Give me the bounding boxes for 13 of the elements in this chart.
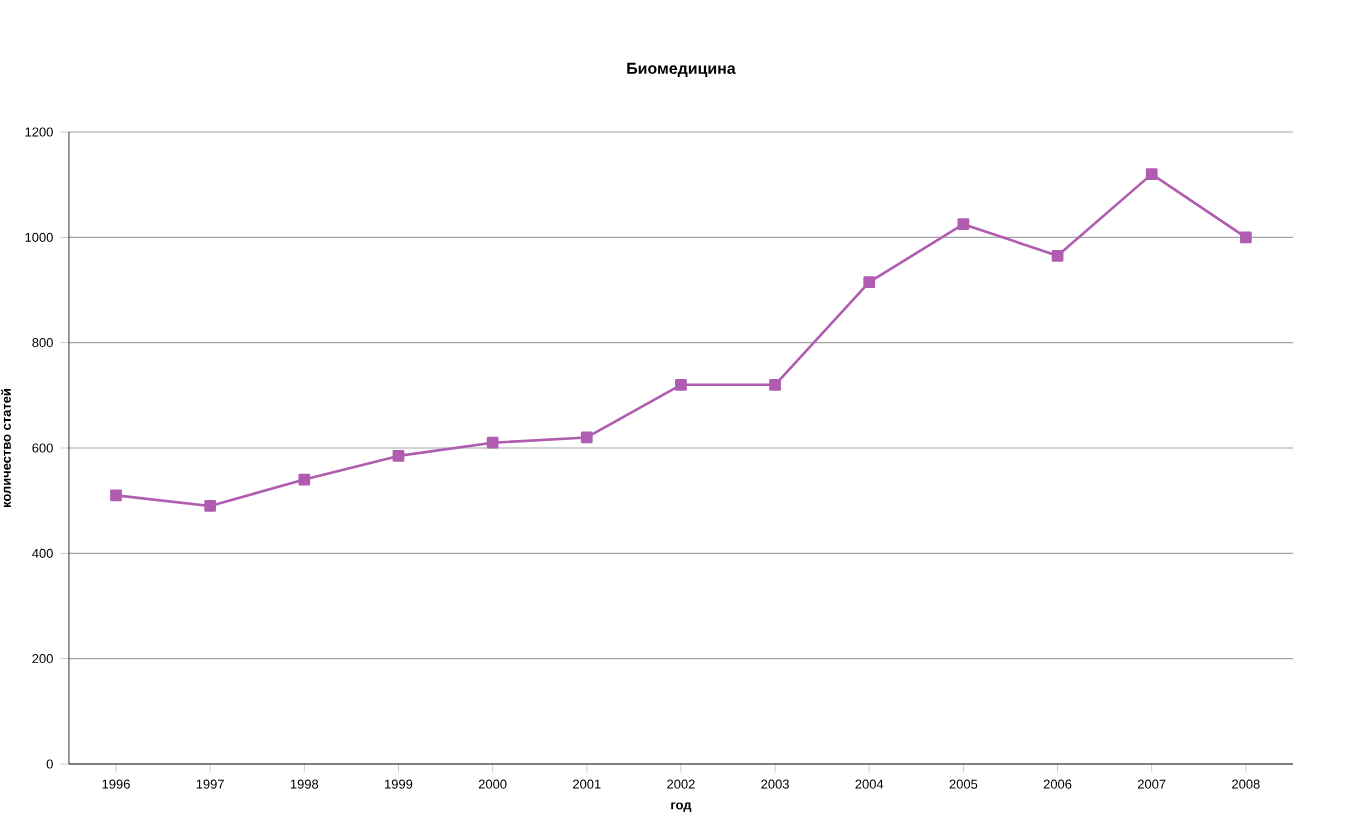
point: [1145, 168, 1158, 181]
point: [863, 276, 876, 288]
point: [1051, 249, 1064, 262]
point: [110, 489, 122, 502]
point: [769, 378, 781, 391]
point: [204, 500, 217, 512]
point: [1239, 231, 1252, 244]
point: [675, 378, 687, 391]
point: [957, 218, 970, 231]
point: [392, 450, 405, 462]
point: [580, 431, 593, 444]
point: [486, 436, 499, 449]
point: [298, 473, 311, 486]
